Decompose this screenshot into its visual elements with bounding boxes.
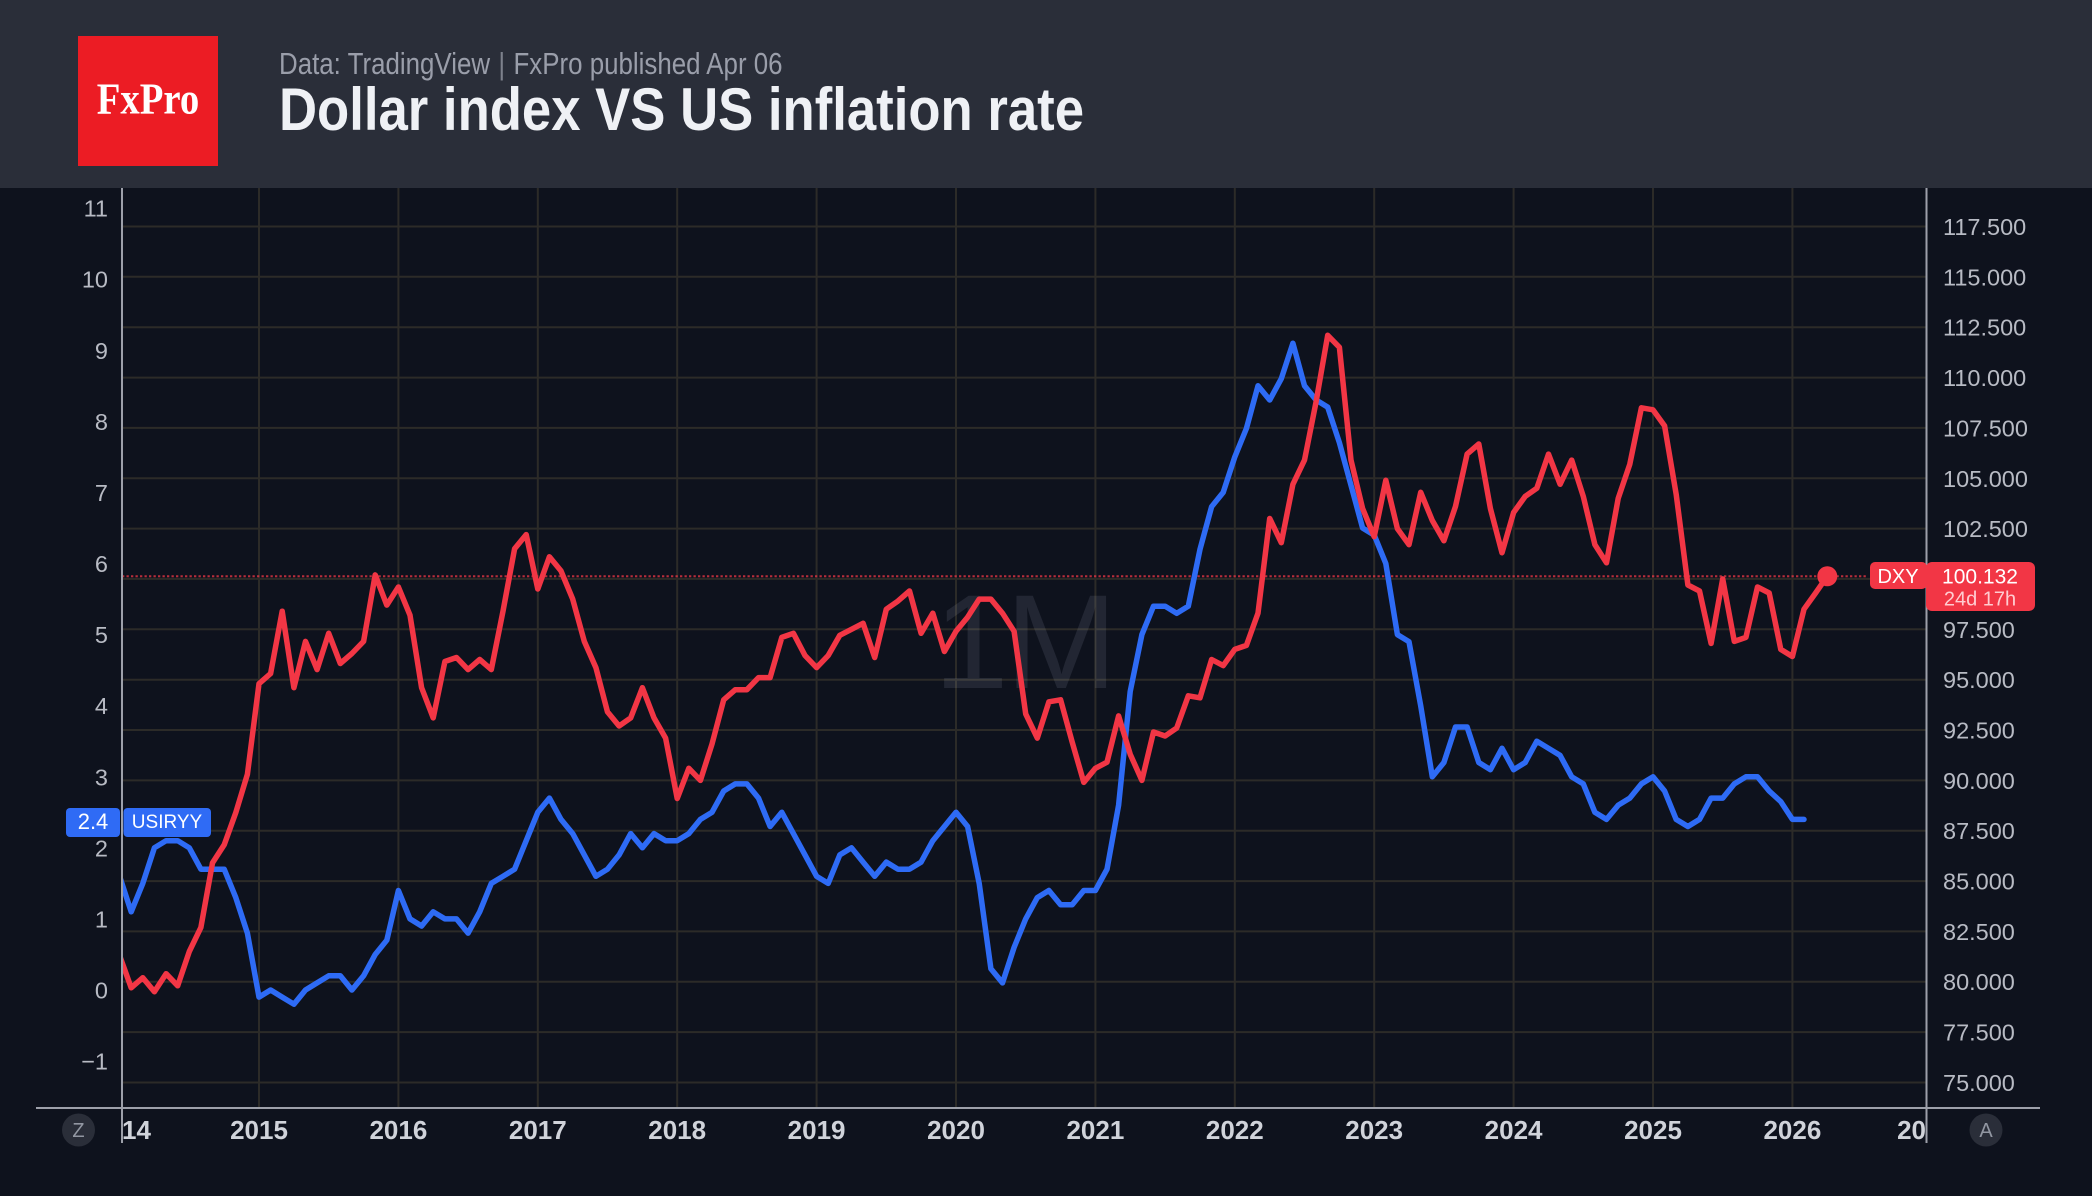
svg-text:87.500: 87.500: [1943, 818, 2015, 844]
svg-text:6: 6: [95, 551, 108, 577]
svg-text:85.000: 85.000: [1943, 869, 2015, 895]
svg-text:9: 9: [95, 338, 108, 364]
svg-text:DXY: DXY: [1877, 566, 1918, 588]
svg-text:77.500: 77.500: [1943, 1020, 2015, 1046]
svg-text:92.500: 92.500: [1943, 718, 2015, 744]
svg-text:1: 1: [95, 906, 108, 932]
svg-text:2023: 2023: [1345, 1115, 1403, 1145]
svg-text:20: 20: [1897, 1115, 1926, 1145]
svg-text:75.000: 75.000: [1943, 1070, 2015, 1096]
svg-text:105.000: 105.000: [1943, 466, 2028, 492]
svg-text:80.000: 80.000: [1943, 969, 2015, 995]
svg-text:A: A: [1979, 1120, 1993, 1142]
svg-text:97.500: 97.500: [1943, 617, 2015, 643]
svg-text:110.000: 110.000: [1943, 365, 2026, 391]
svg-text:2018: 2018: [648, 1115, 706, 1145]
svg-text:2021: 2021: [1066, 1115, 1124, 1145]
svg-text:82.500: 82.500: [1943, 919, 2015, 945]
svg-text:1M: 1M: [934, 568, 1114, 717]
svg-text:10: 10: [82, 267, 108, 293]
svg-text:2019: 2019: [788, 1115, 846, 1145]
svg-text:7: 7: [95, 480, 108, 506]
svg-text:100.132: 100.132: [1942, 566, 2018, 589]
svg-text:2026: 2026: [1763, 1115, 1821, 1145]
svg-text:2016: 2016: [369, 1115, 427, 1145]
svg-text:4: 4: [95, 693, 108, 719]
svg-text:8: 8: [95, 409, 108, 435]
svg-text:2025: 2025: [1624, 1115, 1682, 1145]
svg-text:2: 2: [95, 835, 108, 861]
svg-text:2015: 2015: [230, 1115, 288, 1145]
svg-text:2022: 2022: [1206, 1115, 1264, 1145]
svg-text:102.500: 102.500: [1943, 516, 2028, 542]
svg-text:−1: −1: [81, 1049, 108, 1075]
svg-text:24d 17h: 24d 17h: [1944, 589, 2016, 611]
svg-text:0: 0: [95, 978, 108, 1004]
svg-text:2024: 2024: [1485, 1115, 1543, 1145]
svg-text:11: 11: [84, 196, 108, 222]
svg-text:115.000: 115.000: [1943, 264, 2026, 290]
svg-text:USIRYY: USIRYY: [132, 812, 203, 833]
svg-text:107.500: 107.500: [1943, 415, 2028, 441]
svg-text:2.4: 2.4: [78, 809, 109, 834]
svg-text:5: 5: [95, 622, 108, 648]
svg-text:2020: 2020: [927, 1115, 985, 1145]
svg-text:Z: Z: [72, 1120, 84, 1142]
svg-text:90.000: 90.000: [1943, 768, 2015, 794]
svg-text:14: 14: [122, 1115, 151, 1145]
svg-text:117.500: 117.500: [1943, 214, 2026, 240]
svg-text:3: 3: [95, 764, 108, 790]
svg-text:112.500: 112.500: [1943, 315, 2026, 341]
svg-text:2017: 2017: [509, 1115, 567, 1145]
svg-text:95.000: 95.000: [1943, 667, 2015, 693]
